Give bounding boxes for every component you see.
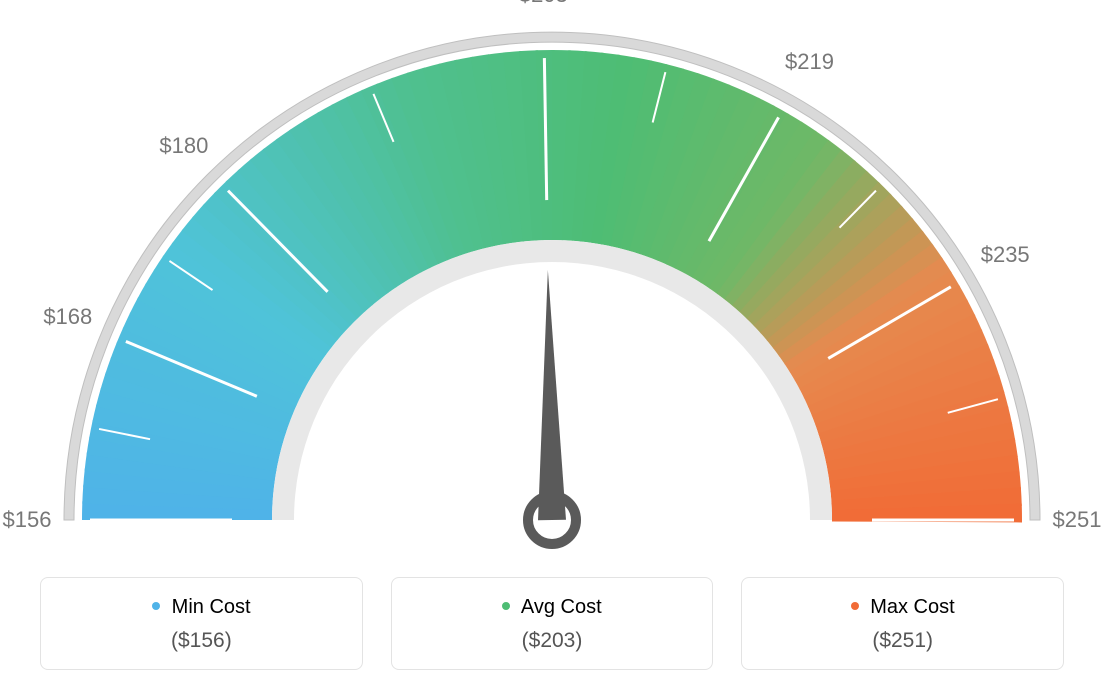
legend-title-max: Max Cost — [752, 596, 1053, 619]
tick-label: $156 — [3, 507, 52, 533]
cost-gauge-chart: $156 $168 $180 $203 $219 $235 $251 Min Cost ($… — [0, 0, 1104, 690]
tick-label: $251 — [1053, 507, 1102, 533]
dot-min — [152, 602, 160, 610]
legend-title-min: Min Cost — [51, 596, 352, 619]
legend-card-avg: Avg Cost ($203) — [391, 577, 714, 670]
dot-max — [851, 602, 859, 610]
legend-value-min: ($156) — [51, 629, 352, 653]
legend-title-avg-text: Avg Cost — [521, 596, 602, 618]
tick-label: $203 — [519, 0, 568, 8]
legend-row: Min Cost ($156) Avg Cost ($203) Max Cost… — [40, 577, 1064, 670]
legend-card-max: Max Cost ($251) — [741, 577, 1064, 670]
legend-title-max-text: Max Cost — [870, 596, 954, 618]
legend-title-avg: Avg Cost — [402, 596, 703, 619]
tick-label: $168 — [43, 304, 92, 330]
tick-label: $180 — [159, 133, 208, 159]
gauge-area: $156 $168 $180 $203 $219 $235 $251 — [0, 0, 1104, 560]
gauge-svg — [52, 20, 1052, 580]
tick-label: $219 — [785, 49, 834, 75]
tick-label: $235 — [981, 242, 1030, 268]
legend-card-min: Min Cost ($156) — [40, 577, 363, 670]
legend-value-avg: ($203) — [402, 629, 703, 653]
legend-value-max: ($251) — [752, 629, 1053, 653]
dot-avg — [502, 602, 510, 610]
legend-title-min-text: Min Cost — [172, 596, 251, 618]
